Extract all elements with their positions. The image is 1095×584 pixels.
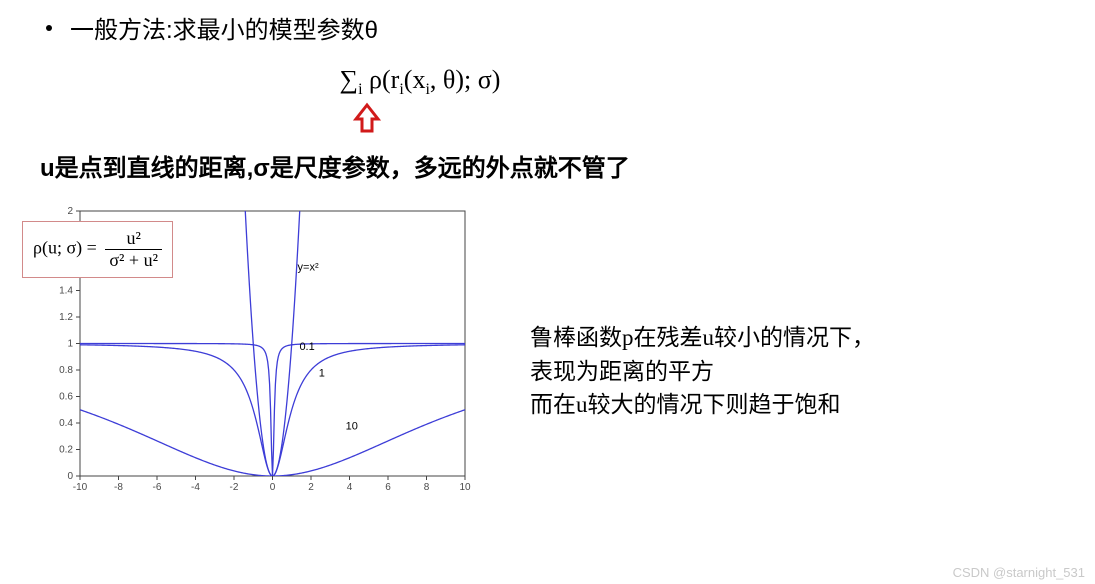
formula-tail: , θ); σ) (430, 65, 501, 94)
svg-text:2: 2 (67, 206, 73, 217)
formula-x: (x (404, 65, 426, 94)
arrow-row (200, 101, 792, 142)
desc-line: u是点到直线的距离,σ是尺度参数，多远的外点就不管了 (40, 148, 1075, 183)
svg-text:1.2: 1.2 (59, 312, 73, 323)
rho-numerator: u² (105, 228, 162, 250)
svg-text:0.6: 0.6 (59, 392, 73, 403)
bullet-line: 一般方法:求最小的模型参数θ (20, 10, 1075, 45)
formula-sum: ∑ (340, 65, 359, 94)
lower-section: ρ(u; σ) = u² σ² + u² 0 0.2 0.4 0.6 0.8 1 1.2 1.… (20, 201, 1075, 501)
svg-text:0: 0 (67, 471, 73, 482)
watermark: CSDN @starnight_531 (953, 565, 1085, 580)
rho-denominator: σ² + u² (105, 250, 162, 271)
svg-text:1: 1 (319, 368, 325, 380)
svg-text:y=x²: y=x² (298, 262, 319, 274)
explanation-line-1: 鲁棒函数p在残差u较小的情况下， (530, 321, 875, 354)
bullet-text: 一般方法:求最小的模型参数θ (70, 10, 378, 45)
svg-text:1: 1 (67, 339, 73, 350)
formula-sub-i-1: i (358, 81, 362, 98)
explanation-line-3: 而在u较大的情况下则趋于饱和 (530, 388, 875, 421)
svg-text:10: 10 (346, 421, 358, 433)
svg-text:10: 10 (459, 482, 471, 493)
svg-text:4: 4 (347, 482, 353, 493)
svg-text:-10: -10 (73, 482, 88, 493)
svg-text:0: 0 (270, 482, 276, 493)
rho-formula-box: ρ(u; σ) = u² σ² + u² (22, 221, 173, 278)
svg-text:0.1: 0.1 (299, 341, 314, 353)
svg-text:-6: -6 (153, 482, 162, 493)
bullet-icon (46, 25, 52, 31)
rho-fraction: u² σ² + u² (105, 228, 162, 271)
svg-text:8: 8 (424, 482, 430, 493)
rho-formula-left: ρ(u; σ) = (33, 238, 97, 258)
svg-text:2: 2 (308, 482, 314, 493)
svg-text:0.8: 0.8 (59, 365, 73, 376)
svg-text:0.2: 0.2 (59, 445, 73, 456)
explanation-text: 鲁棒函数p在残差u较小的情况下， 表现为距离的平方 而在u较大的情况下则趋于饱和 (530, 321, 875, 421)
svg-text:-8: -8 (114, 482, 123, 493)
svg-text:-4: -4 (191, 482, 200, 493)
svg-text:-2: -2 (230, 482, 239, 493)
main-formula: ∑i ρ(ri(xi, θ); σ) (200, 65, 640, 99)
up-arrow-icon (352, 101, 382, 137)
formula-rho-r: ρ(r (369, 65, 399, 94)
svg-text:0.4: 0.4 (59, 418, 73, 429)
svg-text:6: 6 (385, 482, 391, 493)
chart-container: ρ(u; σ) = u² σ² + u² 0 0.2 0.4 0.6 0.8 1 1.2 1.… (20, 201, 480, 501)
explanation-line-2: 表现为距离的平方 (530, 355, 875, 388)
svg-text:1.4: 1.4 (59, 286, 73, 297)
